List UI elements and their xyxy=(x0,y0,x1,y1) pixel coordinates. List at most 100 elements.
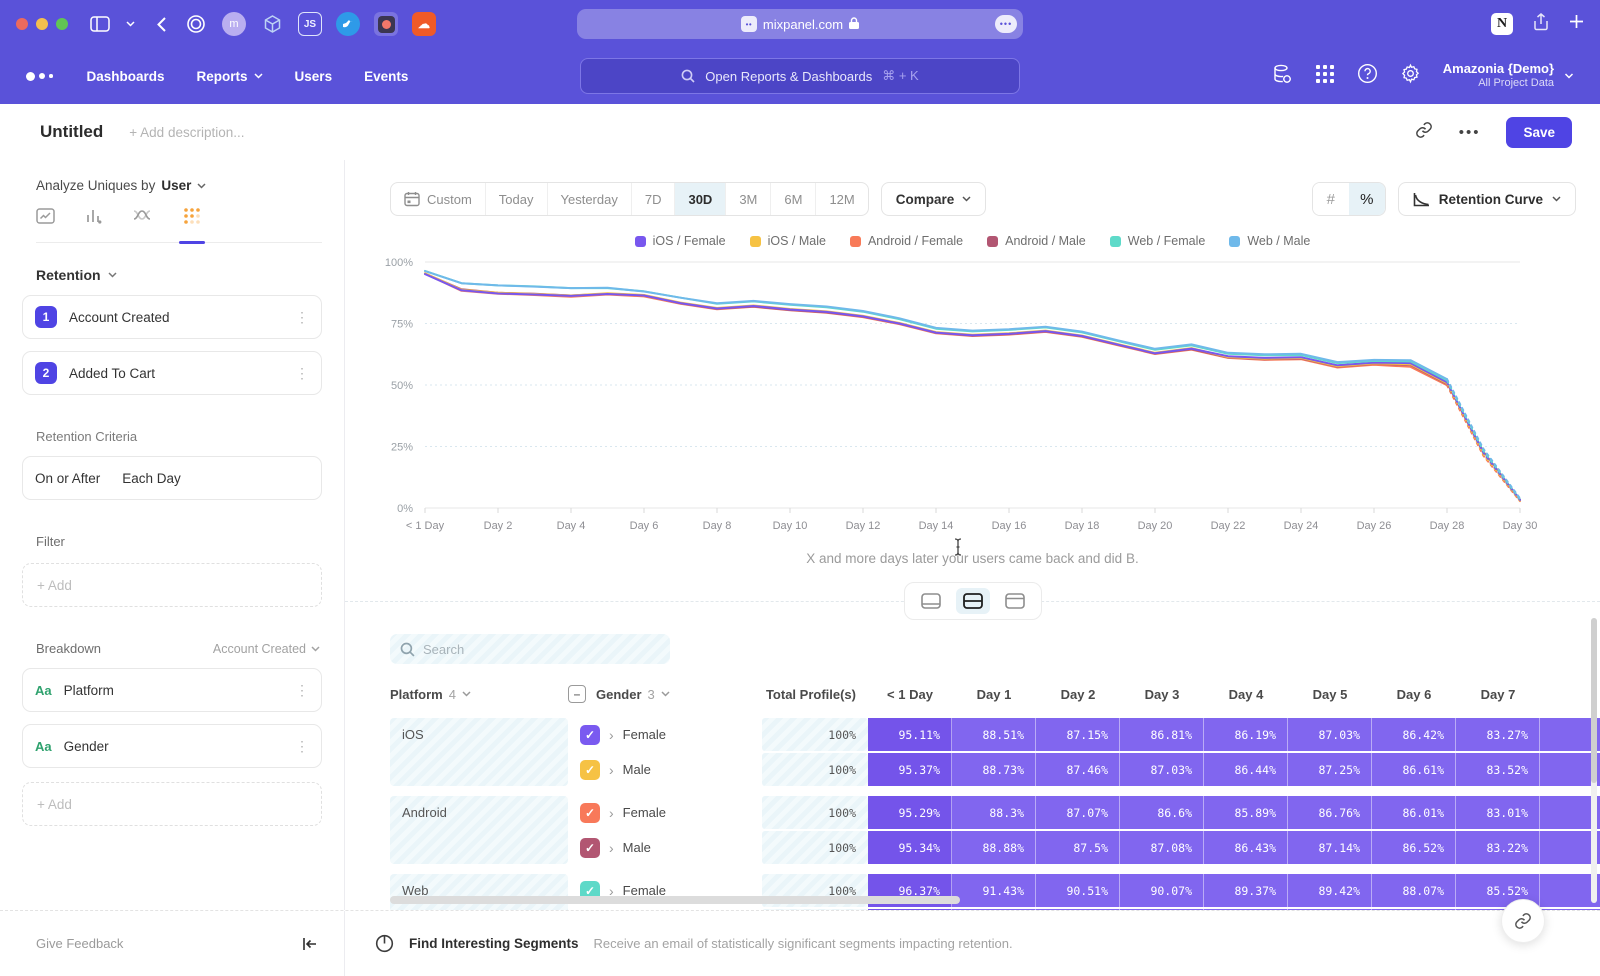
day-column-header[interactable]: Day 2 xyxy=(1036,687,1120,702)
nav-item-dashboards[interactable]: Dashboards xyxy=(87,69,165,84)
tab-funnels[interactable] xyxy=(85,207,103,230)
cloud-extension-icon[interactable]: ☁ xyxy=(412,12,436,36)
range-custom[interactable]: Custom xyxy=(391,182,485,216)
chevron-down-icon[interactable] xyxy=(126,21,135,27)
global-search-button[interactable]: Open Reports & Dashboards ⌘ + K xyxy=(580,58,1020,94)
account-menu[interactable]: Amazonia {Demo} All Project Data xyxy=(1443,61,1574,91)
expand-row-icon[interactable]: › xyxy=(609,728,614,742)
gender-column-header[interactable]: – Gender 3 xyxy=(568,685,762,703)
range-yesterday[interactable]: Yesterday xyxy=(547,182,631,216)
range-3m[interactable]: 3M xyxy=(725,182,770,216)
tab-flows[interactable] xyxy=(133,207,153,230)
breakdown-event-selector[interactable]: Account Created xyxy=(213,642,322,656)
target-extension-icon[interactable] xyxy=(184,12,208,36)
legend-item[interactable]: iOS / Female xyxy=(635,234,726,248)
horizontal-scrollbar[interactable] xyxy=(390,896,960,904)
report-title[interactable]: Untitled xyxy=(40,122,103,142)
copy-link-icon[interactable] xyxy=(1415,121,1433,144)
settings-gear-icon[interactable] xyxy=(1400,63,1421,89)
js-extension-icon[interactable]: JS xyxy=(298,12,322,36)
range-12m[interactable]: 12M xyxy=(815,182,867,216)
expand-row-icon[interactable]: › xyxy=(609,841,614,855)
total-column-header[interactable]: Total Profile(s) xyxy=(762,687,868,702)
legend-item[interactable]: iOS / Male xyxy=(750,234,826,248)
share-icon[interactable] xyxy=(1533,13,1549,36)
vertical-scrollbar[interactable] xyxy=(1591,618,1597,903)
add-breakdown-button[interactable]: + Add xyxy=(22,782,322,826)
gender-cell[interactable]: ✓›Female xyxy=(568,718,762,751)
zoom-window-button[interactable] xyxy=(56,18,68,30)
analyze-entity-selector[interactable]: User xyxy=(161,178,191,193)
find-segments-title[interactable]: Find Interesting Segments xyxy=(409,936,579,951)
gender-cell[interactable]: ✓›Male xyxy=(568,753,762,786)
day-column-header[interactable]: Day 1 xyxy=(952,687,1036,702)
series-checkbox[interactable]: ✓ xyxy=(580,760,600,780)
day-column-header[interactable]: Day 7 xyxy=(1456,687,1540,702)
step-menu-icon[interactable]: ⋮ xyxy=(295,365,309,382)
day-column-header[interactable]: Day 3 xyxy=(1120,687,1204,702)
collapse-sidebar-icon[interactable] xyxy=(302,937,318,951)
breakdown-platform[interactable]: AaPlatform⋮ xyxy=(22,668,322,712)
retention-step-1[interactable]: 1Account Created⋮ xyxy=(22,295,322,339)
series-checkbox[interactable]: ✓ xyxy=(580,725,600,745)
report-description-placeholder[interactable]: + Add description... xyxy=(129,125,244,140)
range-30d[interactable]: 30D xyxy=(674,182,725,216)
add-filter-button[interactable]: + Add xyxy=(22,563,322,607)
criteria-condition[interactable]: On or After xyxy=(35,471,100,486)
legend-item[interactable]: Android / Female xyxy=(850,234,963,248)
data-management-icon[interactable] xyxy=(1271,63,1293,90)
range-7d[interactable]: 7D xyxy=(631,182,675,216)
minimize-window-button[interactable] xyxy=(36,18,48,30)
nav-item-events[interactable]: Events xyxy=(364,69,408,84)
legend-item[interactable]: Android / Male xyxy=(987,234,1086,248)
table-search-input[interactable] xyxy=(423,642,643,657)
sidebar-toggle-icon[interactable] xyxy=(90,16,110,32)
tab-retention[interactable] xyxy=(183,207,201,230)
series-checkbox[interactable]: ✓ xyxy=(580,803,600,823)
layout-chart-only-button[interactable] xyxy=(914,588,948,614)
reader-mode-icon[interactable]: ••• xyxy=(995,15,1017,33)
series-checkbox[interactable]: ✓ xyxy=(580,838,600,858)
window-controls[interactable] xyxy=(16,18,68,30)
select-all-checkbox[interactable]: – xyxy=(568,685,586,703)
m-avatar-extension-icon[interactable]: m xyxy=(222,12,246,36)
notion-tab-icon[interactable]: N xyxy=(1491,13,1513,35)
absolute-values-toggle[interactable]: # xyxy=(1313,183,1349,215)
expand-row-icon[interactable]: › xyxy=(609,763,614,777)
share-link-floating-button[interactable] xyxy=(1501,899,1545,943)
box-extension-icon[interactable] xyxy=(260,12,284,36)
platform-column-header[interactable]: Platform 4 xyxy=(390,687,568,702)
day-column-header[interactable]: < 1 Day xyxy=(868,687,952,702)
platform-cell[interactable]: iOS xyxy=(390,718,568,786)
gender-cell[interactable]: ✓›Male xyxy=(568,831,762,864)
breakdown-menu-icon[interactable]: ⋮ xyxy=(295,682,309,699)
platform-cell[interactable]: Android xyxy=(390,796,568,864)
range-today[interactable]: Today xyxy=(485,182,547,216)
more-options-icon[interactable]: ••• xyxy=(1459,124,1481,141)
chart-type-selector[interactable]: Retention Curve xyxy=(1398,182,1576,216)
reader-extension-icon[interactable] xyxy=(374,12,398,36)
range-6m[interactable]: 6M xyxy=(770,182,815,216)
criteria-interval[interactable]: Each Day xyxy=(122,471,181,486)
gender-cell[interactable]: ✓›Female xyxy=(568,796,762,829)
nav-item-users[interactable]: Users xyxy=(295,69,333,84)
mixpanel-logo-icon[interactable] xyxy=(26,72,53,81)
close-window-button[interactable] xyxy=(16,18,28,30)
apps-grid-icon[interactable] xyxy=(1315,64,1335,89)
retention-criteria-control[interactable]: On or After Each Day xyxy=(22,456,322,500)
legend-item[interactable]: Web / Male xyxy=(1229,234,1310,248)
bird-extension-icon[interactable] xyxy=(336,12,360,36)
back-icon[interactable] xyxy=(157,17,166,32)
day-column-header[interactable]: Day 4 xyxy=(1204,687,1288,702)
expand-row-icon[interactable]: › xyxy=(609,806,614,820)
breakdown-gender[interactable]: AaGender⋮ xyxy=(22,724,322,768)
day-column-header[interactable]: Day 5 xyxy=(1288,687,1372,702)
legend-item[interactable]: Web / Female xyxy=(1110,234,1206,248)
save-button[interactable]: Save xyxy=(1506,117,1572,148)
platform-cell[interactable]: Web xyxy=(390,874,568,910)
layout-table-only-button[interactable] xyxy=(998,588,1032,614)
nav-item-reports[interactable]: Reports xyxy=(197,69,263,84)
compare-button[interactable]: Compare xyxy=(881,182,987,216)
layout-split-button[interactable] xyxy=(956,588,990,614)
table-search[interactable] xyxy=(390,634,670,664)
